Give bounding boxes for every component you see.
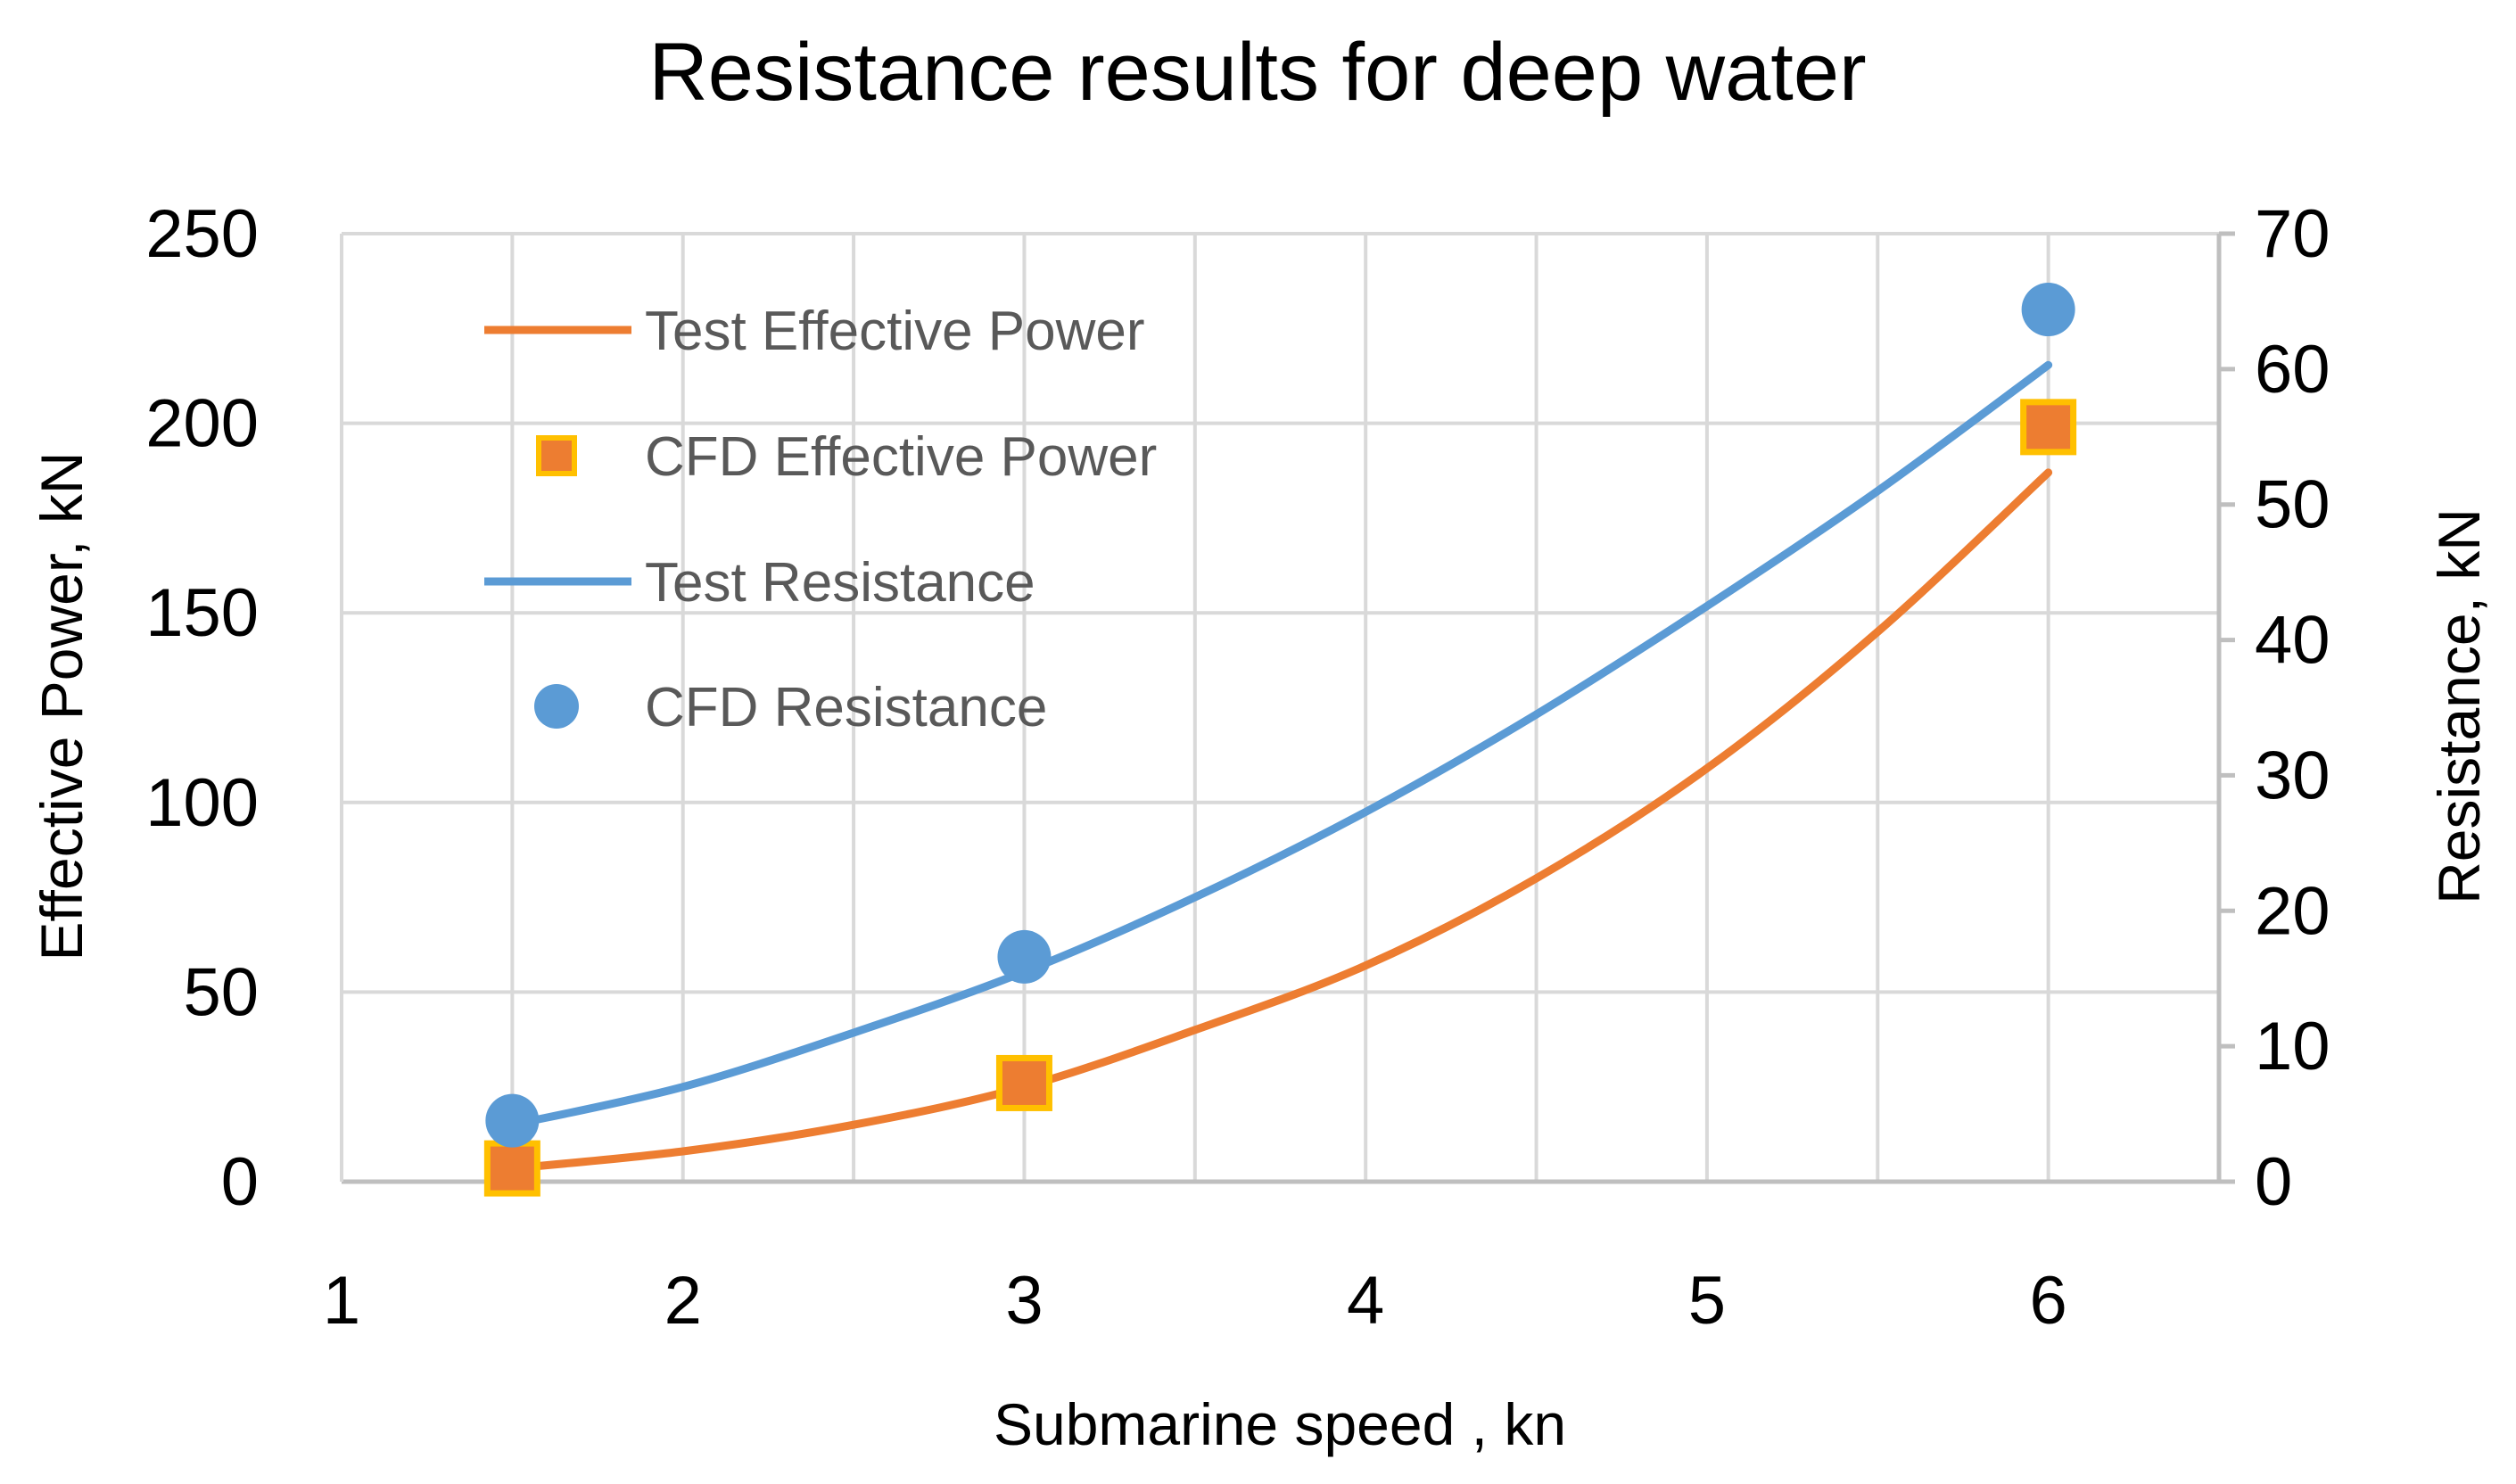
y-right-tick-label: 70 <box>2255 196 2330 272</box>
legend-label-cfd-effective-power: CFD Effective Power <box>645 426 1157 488</box>
y-left-tick-label: 150 <box>145 575 259 651</box>
legend-label-test-resistance: Test Resistance <box>645 552 1035 614</box>
y-right-tick-label: 20 <box>2255 873 2330 949</box>
chart-title: Resistance results for deep water <box>648 27 1866 118</box>
cfd-resistance-point <box>997 929 1052 984</box>
plot-series <box>483 283 2077 1197</box>
gridlines <box>342 232 2221 1182</box>
legend: Test Effective Power CFD Effective Power T… <box>484 301 1157 738</box>
x-tick-label: 6 <box>2029 1263 2066 1339</box>
x-axis-label: Submarine speed , kn <box>994 1391 1566 1457</box>
y-right-tick-label: 10 <box>2255 1009 2330 1084</box>
y-left-tick-label: 0 <box>221 1144 259 1220</box>
x-tick-label: 4 <box>1347 1263 1384 1339</box>
series-line-test-resistance <box>507 360 2053 1129</box>
legend-swatch-cfd-effective-power <box>536 435 577 476</box>
y-right-tick-label: 50 <box>2255 467 2330 543</box>
y-left-tick-label: 100 <box>145 765 259 841</box>
legend-label-test-effective-power: Test Effective Power <box>645 301 1145 362</box>
cfd-effective-power-point <box>2020 399 2077 456</box>
y-right-tick-label: 40 <box>2255 603 2330 679</box>
y-left-tick-label: 250 <box>145 196 259 272</box>
x-tick-label: 5 <box>1688 1263 1726 1339</box>
y-right-axis-label: Resistance, kN <box>2426 508 2492 904</box>
y-left-tick-label: 200 <box>145 386 259 462</box>
axes <box>340 231 2235 1184</box>
x-tick-label: 2 <box>664 1263 702 1339</box>
series-line-test-effective-power <box>507 468 2053 1173</box>
y-left-tick-label: 50 <box>183 954 259 1030</box>
legend-label-cfd-resistance: CFD Resistance <box>645 677 1047 738</box>
legend-swatch-cfd-resistance <box>534 684 579 729</box>
cfd-resistance-point <box>485 1093 540 1148</box>
cfd-effective-power-point <box>995 1054 1052 1111</box>
x-axis-ticks: 1 2 3 4 5 6 <box>323 1263 2067 1339</box>
x-tick-label: 1 <box>323 1263 360 1339</box>
y-right-tick-label: 0 <box>2255 1144 2292 1220</box>
y-left-axis-ticks: 0 50 100 150 200 250 <box>145 196 259 1220</box>
y-right-axis-ticks: 0 10 20 30 40 50 60 70 <box>2255 196 2330 1220</box>
cfd-resistance-point <box>2021 283 2075 337</box>
y-left-axis-label: Effective Power, kN <box>29 451 95 960</box>
y-right-tick-label: 60 <box>2255 332 2330 408</box>
cfd-effective-power-point <box>483 1140 540 1197</box>
x-tick-label: 3 <box>1005 1263 1043 1339</box>
y-right-tick-label: 30 <box>2255 738 2330 813</box>
